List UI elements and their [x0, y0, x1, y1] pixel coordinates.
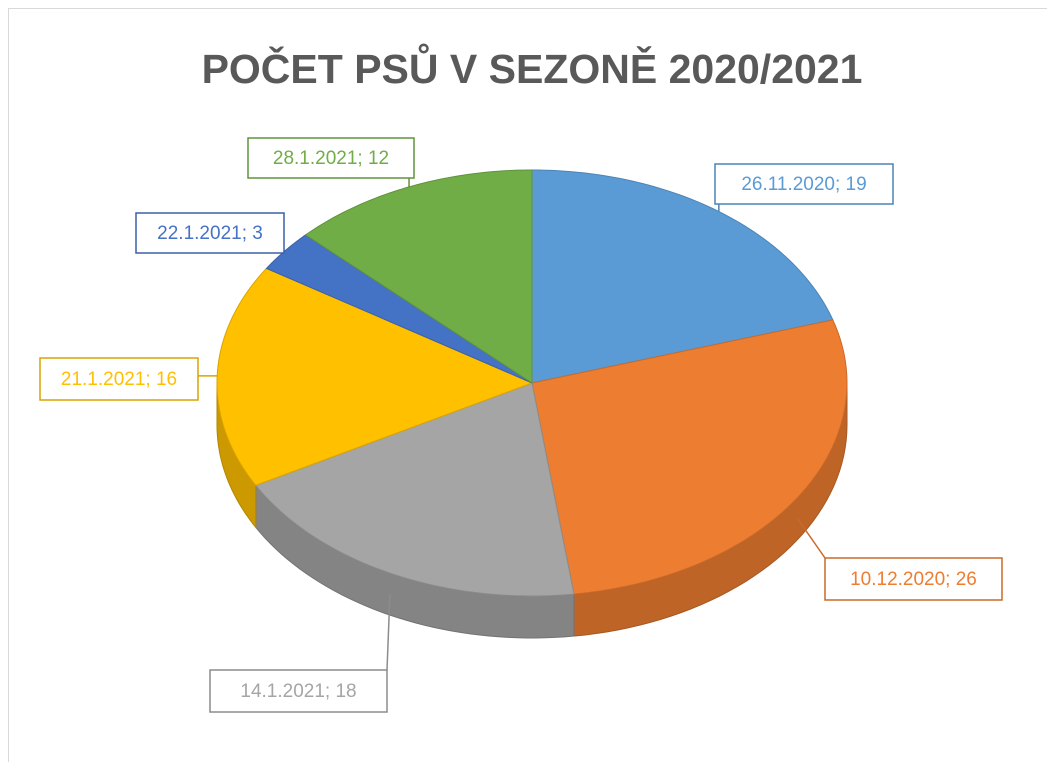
data-label-box: [209, 669, 388, 713]
data-label-box: [824, 557, 1003, 601]
slice: [216, 267, 534, 486]
data-label-box: [135, 212, 285, 254]
data-label: 14.1.2021; 18: [240, 681, 356, 702]
data-label-box: [247, 137, 415, 179]
data-label: 21.1.2021; 16: [61, 369, 177, 390]
callout-line: [386, 594, 391, 671]
data-label-box: [714, 163, 894, 205]
data-label-box: [39, 357, 199, 401]
chart-title: POČET PSŮ V SEZONĚ 2020/2021: [202, 43, 863, 92]
data-label: 22.1.2021; 3: [157, 223, 263, 244]
callout-line: [796, 518, 826, 559]
data-label: 28.1.2021; 12: [273, 148, 389, 169]
slice: [531, 319, 848, 595]
slice: [254, 382, 575, 597]
data-label: 10.12.2020; 26: [850, 569, 977, 590]
slice: [304, 169, 533, 384]
data-label: 26.11.2020; 19: [741, 174, 866, 195]
